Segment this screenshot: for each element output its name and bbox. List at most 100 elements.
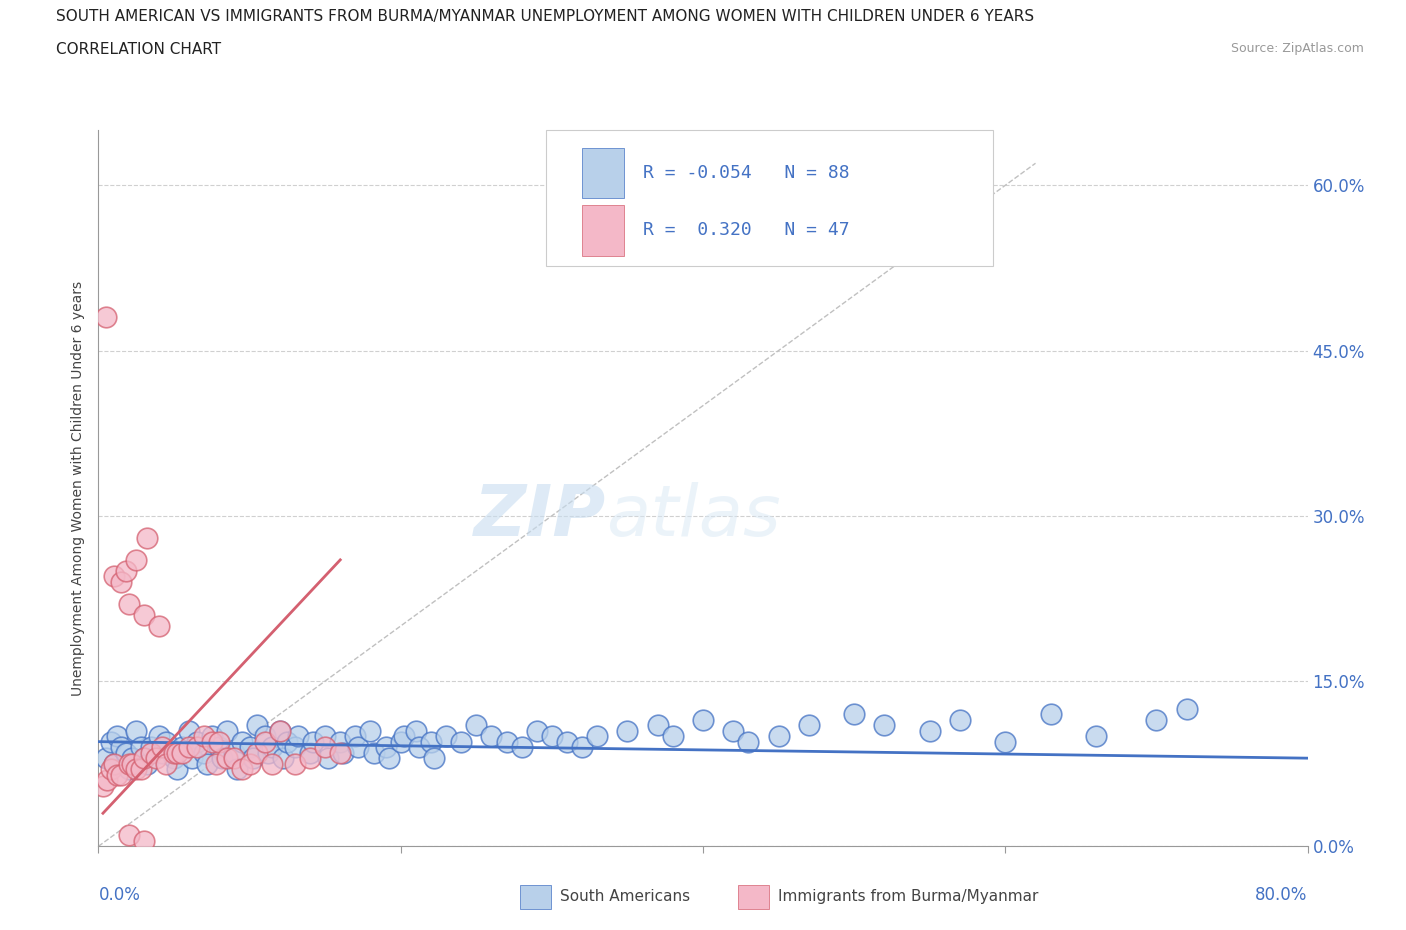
- Point: [166, 745, 188, 760]
- Point: [616, 724, 638, 738]
- Point: [737, 734, 759, 749]
- Point: [994, 734, 1017, 749]
- Point: [423, 751, 446, 765]
- Point: [150, 739, 173, 754]
- Text: CORRELATION CHART: CORRELATION CHART: [56, 42, 221, 57]
- Point: [114, 745, 136, 760]
- Point: [797, 718, 820, 733]
- Point: [276, 734, 298, 749]
- FancyBboxPatch shape: [582, 148, 624, 198]
- Point: [226, 762, 249, 777]
- Point: [329, 734, 352, 749]
- Point: [246, 718, 269, 733]
- Point: [181, 751, 204, 765]
- Point: [540, 729, 562, 744]
- FancyBboxPatch shape: [546, 130, 993, 266]
- Point: [135, 756, 157, 771]
- Point: [179, 724, 201, 738]
- Point: [186, 734, 208, 749]
- Point: [100, 734, 122, 749]
- Point: [129, 762, 152, 777]
- Point: [344, 729, 367, 744]
- Point: [125, 552, 148, 567]
- Y-axis label: Unemployment Among Women with Children Under 6 years: Unemployment Among Women with Children U…: [70, 281, 84, 696]
- Point: [155, 734, 177, 749]
- Point: [201, 734, 224, 749]
- Point: [129, 739, 152, 754]
- Point: [186, 739, 208, 754]
- Point: [269, 724, 291, 738]
- Text: 80.0%: 80.0%: [1256, 885, 1308, 904]
- Point: [121, 756, 143, 771]
- Point: [284, 756, 307, 771]
- Point: [510, 739, 533, 754]
- Point: [389, 734, 412, 749]
- Point: [110, 575, 132, 590]
- Point: [405, 724, 427, 738]
- Point: [195, 756, 218, 771]
- FancyBboxPatch shape: [582, 206, 624, 256]
- Point: [132, 751, 155, 765]
- Point: [450, 734, 472, 749]
- Point: [284, 739, 307, 754]
- Point: [211, 751, 233, 765]
- Text: Source: ZipAtlas.com: Source: ZipAtlas.com: [1230, 42, 1364, 55]
- Point: [118, 762, 141, 777]
- Point: [125, 724, 148, 738]
- Point: [118, 596, 141, 611]
- Text: ZIP: ZIP: [474, 483, 606, 551]
- Point: [360, 724, 382, 738]
- Point: [329, 745, 352, 760]
- Point: [420, 734, 443, 749]
- Point: [205, 756, 228, 771]
- Point: [246, 745, 269, 760]
- Point: [526, 724, 548, 738]
- Point: [135, 530, 157, 545]
- Point: [166, 762, 188, 777]
- Text: SOUTH AMERICAN VS IMMIGRANTS FROM BURMA/MYANMAR UNEMPLOYMENT AMONG WOMEN WITH CH: SOUTH AMERICAN VS IMMIGRANTS FROM BURMA/…: [56, 9, 1035, 24]
- Text: 0.0%: 0.0%: [98, 885, 141, 904]
- Point: [571, 739, 593, 754]
- Point: [208, 734, 231, 749]
- Point: [100, 762, 122, 777]
- Point: [170, 745, 193, 760]
- Point: [1144, 712, 1167, 727]
- Point: [465, 718, 488, 733]
- Point: [253, 729, 276, 744]
- Point: [299, 745, 322, 760]
- Point: [332, 745, 354, 760]
- Point: [242, 751, 264, 765]
- Point: [661, 729, 683, 744]
- Point: [844, 707, 866, 722]
- Point: [121, 751, 143, 765]
- Point: [132, 607, 155, 622]
- Point: [148, 618, 170, 633]
- Text: R = -0.054   N = 88: R = -0.054 N = 88: [643, 165, 849, 182]
- Point: [150, 745, 173, 760]
- Point: [114, 564, 136, 578]
- Point: [586, 729, 609, 744]
- Point: [215, 751, 238, 765]
- Point: [1039, 707, 1062, 722]
- Point: [201, 729, 224, 744]
- Text: South Americans: South Americans: [560, 889, 690, 904]
- Point: [96, 773, 118, 788]
- Point: [141, 739, 163, 754]
- Point: [647, 718, 669, 733]
- Point: [163, 745, 186, 760]
- Point: [377, 751, 399, 765]
- Point: [316, 751, 339, 765]
- Point: [91, 778, 114, 793]
- Point: [302, 734, 325, 749]
- Point: [918, 724, 941, 738]
- Point: [132, 751, 155, 765]
- Point: [408, 739, 430, 754]
- Point: [555, 734, 578, 749]
- Point: [110, 767, 132, 782]
- Point: [148, 729, 170, 744]
- Point: [141, 745, 163, 760]
- Point: [193, 745, 215, 760]
- Point: [363, 745, 385, 760]
- Point: [103, 756, 125, 771]
- Point: [1175, 701, 1198, 716]
